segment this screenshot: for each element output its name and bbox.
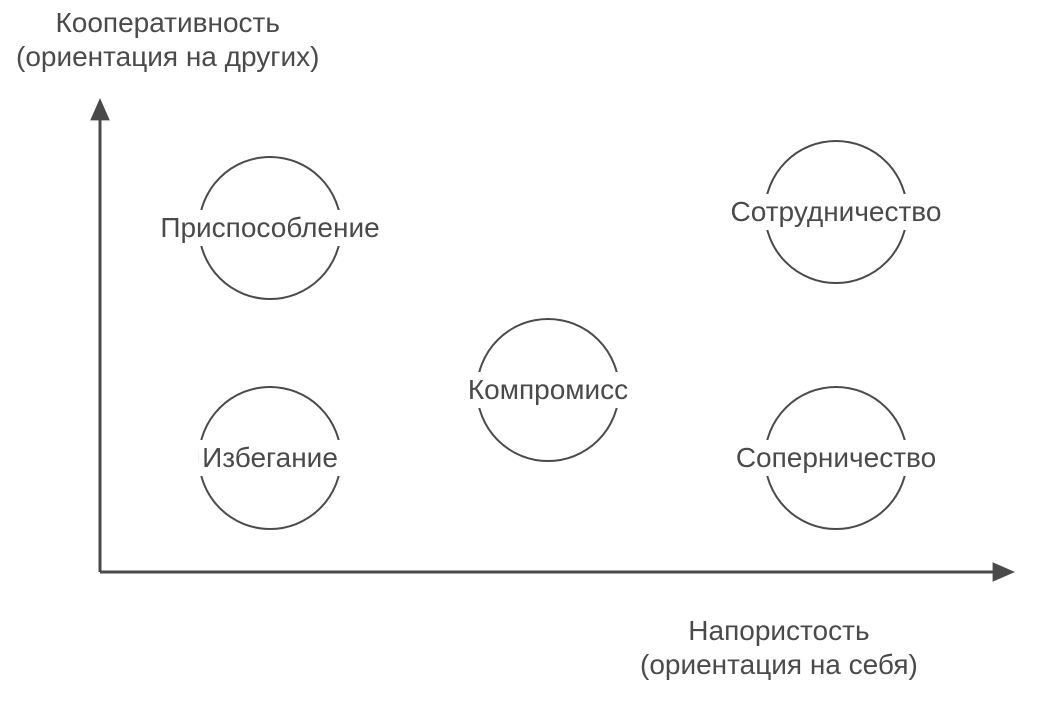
node-label-compromise: Компромисс [464, 372, 632, 408]
y-axis-label: Кооперативность (ориентация на других) [16, 6, 319, 73]
y-axis-label-line2: (ориентация на других) [16, 41, 319, 72]
node-label-collaboration: Сотрудничество [727, 194, 946, 230]
x-axis-label-line1: Напористость [688, 615, 869, 646]
y-axis-label-line1: Кооперативность [55, 7, 280, 38]
node-label-accommodation: Приспособление [156, 210, 383, 246]
node-label-competition: Соперничество [732, 440, 940, 476]
node-label-avoidance: Избегание [198, 440, 342, 476]
conflict-styles-diagram: Кооперативность (ориентация на других) Н… [0, 0, 1054, 704]
x-axis-label-line2: (ориентация на себя) [640, 649, 918, 680]
x-axis-label: Напористость (ориентация на себя) [640, 614, 918, 681]
